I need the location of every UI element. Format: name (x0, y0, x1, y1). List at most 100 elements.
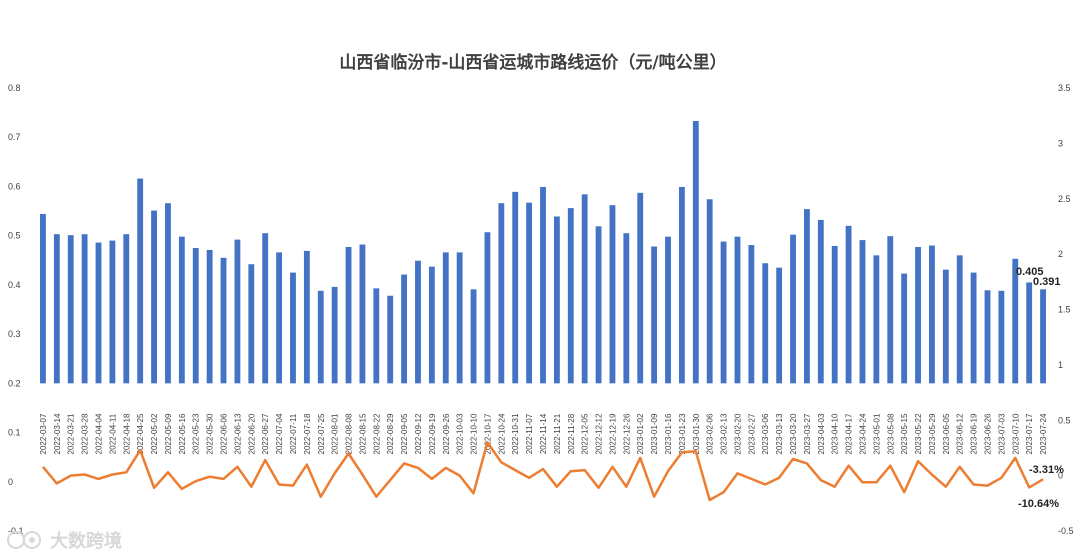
x-tick-label: 2023-01-23 (678, 413, 687, 454)
y-right-tick-label: 3.5 (1058, 83, 1071, 93)
x-tick-label: 2023-07-03 (997, 413, 1006, 454)
bar-2023-03-06 (762, 263, 769, 384)
x-tick-label: 2023-06-19 (970, 413, 979, 454)
x-tick-label: 2023-07-24 (1039, 413, 1048, 454)
y-left-tick-label: 0.7 (8, 132, 21, 142)
x-tick-label: 2023-05-22 (914, 413, 923, 454)
bar-2022-08-29 (387, 295, 394, 384)
bar-2022-05-23 (192, 247, 199, 384)
bar-2022-05-09 (165, 203, 171, 384)
data-label-bar-2023-07-24: 0.391 (1033, 276, 1061, 288)
bar-series (40, 120, 1046, 384)
bar-2022-09-19 (428, 266, 435, 384)
bar-2023-05-29 (929, 245, 935, 384)
x-tick-label: 2022-11-07 (525, 413, 534, 454)
x-tick-label: 2022-04-04 (95, 413, 104, 454)
x-tick-label: 2023-02-20 (733, 413, 742, 454)
data-labels: 0.405 0.391 -3.31% -10.64% (1016, 266, 1064, 510)
y-left-tick-label: 0 (8, 477, 13, 487)
bar-2022-07-04 (276, 252, 282, 384)
bar-2023-01-09 (651, 246, 658, 384)
x-tick-label: 2022-08-01 (331, 413, 340, 454)
bar-2022-12-12 (595, 226, 602, 384)
x-tick-label: 2022-05-09 (164, 413, 173, 454)
bar-2022-11-28 (567, 208, 574, 384)
x-tick-label: 2022-07-25 (317, 413, 326, 454)
x-tick-label: 2022-09-12 (414, 413, 423, 454)
y-left-tick-label: 0.1 (8, 428, 21, 438)
x-tick-label: 2022-12-26 (622, 413, 631, 454)
bar-2023-03-13 (776, 267, 783, 384)
x-tick-label: 2022-09-26 (442, 413, 451, 454)
x-tick-label: 2022-06-06 (220, 413, 229, 454)
bar-2022-10-31 (512, 191, 519, 384)
x-tick-label: 2022-12-12 (595, 413, 604, 454)
x-tick-label: 2022-06-27 (261, 413, 270, 454)
y-left-tick-label: 0.8 (8, 83, 21, 93)
bar-2022-08-15 (359, 244, 366, 384)
bar-2022-12-19 (609, 205, 616, 384)
y-right-tick-label: 3 (1058, 138, 1063, 148)
bar-2022-04-25 (137, 178, 144, 384)
x-tick-label: 2023-05-01 (872, 413, 881, 454)
bar-2022-07-18 (303, 250, 310, 384)
bar-2022-11-07 (526, 202, 533, 384)
x-tick-label: 2022-11-28 (567, 413, 576, 454)
y-right-tick-label: 0.5 (1058, 415, 1071, 425)
x-tick-label: 2022-12-05 (581, 413, 590, 454)
watermark-text: 大数跨境 (50, 530, 122, 552)
bar-2023-06-05 (942, 269, 949, 384)
x-tick-label: 2022-07-18 (303, 413, 312, 454)
y-left-tick-label: 0.2 (8, 378, 21, 388)
x-tick-label: 2023-03-20 (789, 413, 798, 454)
y-right-tick-label: 2.5 (1058, 194, 1071, 204)
bar-2022-09-05 (401, 274, 408, 384)
x-tick-label: 2022-05-30 (206, 413, 215, 454)
y-left-tick-label: 0.3 (8, 329, 21, 339)
x-tick-label: 2022-08-08 (345, 413, 354, 454)
x-tick-label: 2022-10-31 (511, 413, 520, 454)
x-tick-label: 2022-10-03 (456, 413, 465, 454)
bar-2022-10-03 (456, 252, 463, 384)
y-left-tick-label: 0.4 (8, 280, 21, 290)
x-tick-label: 2023-02-13 (720, 413, 729, 454)
x-tick-label: 2022-10-17 (483, 413, 492, 454)
bar-2023-01-30 (692, 120, 699, 384)
x-tick-label: 2023-02-06 (706, 413, 715, 454)
bar-2022-08-22 (373, 288, 380, 384)
bar-2023-04-10 (831, 246, 838, 384)
x-tick-label: 2022-07-04 (275, 413, 284, 454)
bar-2023-02-27 (748, 245, 755, 384)
x-tick-label: 2022-11-21 (553, 413, 562, 454)
x-tick-label: 2023-04-24 (858, 413, 867, 454)
x-tick-label: 2022-04-18 (122, 413, 131, 454)
y-left-tick-label: 0.6 (8, 181, 21, 191)
x-tick-label: 2023-07-17 (1025, 413, 1034, 454)
x-tick-label: 2022-03-21 (67, 413, 76, 454)
bar-2022-05-16 (178, 236, 185, 384)
x-tick-label: 2022-05-23 (192, 413, 201, 454)
bar-2023-04-24 (859, 240, 866, 384)
bar-2023-05-22 (915, 246, 921, 384)
bar-2022-06-13 (234, 239, 241, 384)
bar-2023-04-03 (817, 219, 824, 384)
x-tick-label: 2022-09-05 (400, 413, 409, 454)
x-tick-label: 2023-04-17 (845, 413, 854, 454)
bar-2022-03-07 (40, 214, 46, 384)
bar-2023-02-13 (720, 241, 727, 384)
bar-2023-06-12 (956, 255, 963, 384)
data-label-bar-2023-07-17: 0.405 (1016, 266, 1044, 278)
bar-2022-09-26 (442, 252, 449, 384)
x-tick-label: 2022-07-11 (289, 413, 298, 454)
x-tick-label: 2022-03-28 (81, 413, 90, 454)
bar-2023-05-01 (873, 255, 880, 384)
x-tick-label: 2023-06-26 (983, 413, 992, 454)
bar-2022-10-17 (484, 232, 491, 384)
x-tick-label: 2023-03-27 (803, 413, 812, 454)
bar-2022-04-18 (123, 234, 130, 384)
x-tick-label: 2023-03-06 (761, 413, 770, 454)
x-tick-label: 2022-03-07 (39, 413, 48, 454)
x-tick-label: 2022-10-24 (497, 413, 506, 454)
bar-2023-05-08 (887, 236, 894, 384)
x-tick-label: 2022-08-15 (358, 413, 367, 454)
